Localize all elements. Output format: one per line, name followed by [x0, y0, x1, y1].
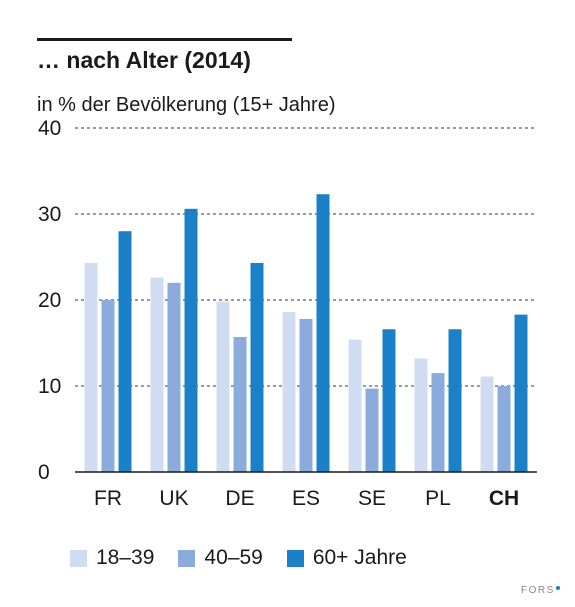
bar-de-series-1	[216, 301, 230, 472]
bar-fr-series-1	[84, 263, 98, 472]
bar-pl-series-3	[448, 329, 462, 472]
bar-de-series-3	[250, 263, 264, 472]
legend-label-18-39: 18–39	[96, 546, 155, 569]
x-tick-label: UK	[159, 487, 188, 510]
legend-label-60-plus: 60+ Jahre	[312, 546, 407, 569]
bar-pl-series-1	[414, 358, 428, 472]
legend-swatch-18-39	[70, 549, 87, 567]
legend-item-18-39: 18–39	[70, 546, 154, 570]
x-tick-label: ES	[292, 487, 320, 510]
y-tick-label: 0	[38, 461, 50, 484]
bar-de-series-2	[233, 336, 247, 472]
bar-es-series-3	[316, 194, 330, 472]
bar-uk-series-1	[150, 277, 164, 472]
bar-se-series-1	[348, 339, 362, 472]
x-tick-label: DE	[225, 487, 254, 510]
chart-subtitle: in % der Bevölkerung (15+ Jahre)	[37, 94, 336, 116]
source-logo: FORS	[521, 585, 560, 596]
logo-dot-icon	[555, 586, 560, 590]
x-tick-label: FR	[94, 487, 122, 510]
legend-swatch-40-59	[178, 549, 196, 567]
chart-title: … nach Alter (2014)	[37, 47, 251, 73]
source-label: FORS	[521, 585, 555, 596]
bar-ch-series-1	[480, 376, 494, 472]
x-tick-label: SE	[358, 487, 386, 510]
legend: 18–39 40–59 60+ Jahre	[70, 545, 431, 571]
title-rule	[37, 38, 292, 41]
x-tick-label: CH	[489, 487, 519, 510]
legend-item-60-plus: 60+ Jahre	[286, 546, 407, 570]
bar-fr-series-3	[118, 231, 132, 472]
y-tick-label: 20	[38, 289, 61, 312]
bar-se-series-3	[382, 329, 396, 472]
legend-label-40-59: 40–59	[204, 546, 263, 569]
y-tick-label: 10	[38, 375, 61, 398]
bar-es-series-2	[299, 318, 313, 472]
bar-ch-series-2	[497, 386, 511, 472]
y-tick-label: 30	[38, 203, 61, 226]
bar-ch-series-3	[514, 314, 528, 472]
bar-se-series-2	[365, 388, 379, 472]
legend-swatch-60-plus	[286, 549, 304, 567]
bar-uk-series-2	[167, 282, 181, 472]
x-tick-label: PL	[425, 487, 451, 510]
bar-fr-series-2	[101, 300, 115, 472]
bar-es-series-1	[282, 312, 296, 472]
y-tick-label: 40	[38, 117, 61, 140]
bar-pl-series-2	[431, 373, 445, 472]
legend-item-40-59: 40–59	[178, 546, 263, 570]
bar-uk-series-3	[184, 208, 198, 472]
